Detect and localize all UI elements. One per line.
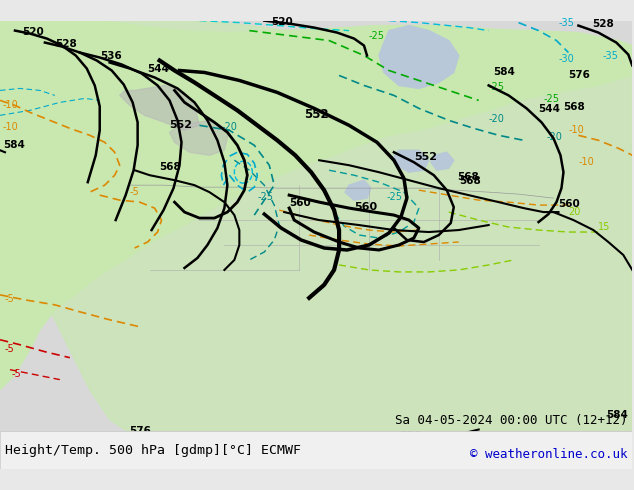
- Text: 584: 584: [494, 68, 515, 77]
- Text: -25: -25: [369, 30, 385, 41]
- Text: 576: 576: [129, 426, 152, 437]
- Text: -5: -5: [5, 294, 15, 304]
- Polygon shape: [120, 85, 200, 130]
- Text: 576: 576: [200, 449, 221, 460]
- Text: 576: 576: [569, 71, 590, 80]
- Text: -25: -25: [543, 95, 560, 104]
- Polygon shape: [345, 180, 371, 200]
- Text: 528: 528: [592, 19, 614, 28]
- Text: 584: 584: [569, 451, 590, 462]
- Text: 552: 552: [414, 152, 437, 162]
- Polygon shape: [0, 21, 632, 469]
- Text: 552: 552: [304, 108, 329, 122]
- Text: 20: 20: [569, 207, 581, 217]
- Text: -5: -5: [12, 368, 22, 379]
- Text: 560: 560: [354, 202, 377, 212]
- Polygon shape: [431, 152, 454, 170]
- Text: -5: -5: [129, 187, 139, 197]
- Text: 528: 528: [55, 39, 77, 49]
- Text: -35: -35: [602, 50, 618, 60]
- Text: -10: -10: [578, 157, 594, 167]
- Text: -10: -10: [569, 125, 584, 135]
- Text: 552: 552: [169, 121, 193, 130]
- Text: 584: 584: [598, 456, 620, 466]
- Polygon shape: [0, 21, 632, 469]
- Text: -10: -10: [3, 122, 19, 132]
- Text: 576: 576: [399, 432, 421, 441]
- Text: 584: 584: [606, 410, 628, 419]
- Text: 544: 544: [148, 65, 170, 74]
- Text: -35: -35: [559, 18, 574, 27]
- Text: 15: 15: [598, 222, 611, 232]
- Text: -25: -25: [489, 82, 505, 93]
- Text: 544: 544: [538, 104, 560, 114]
- Text: 568: 568: [456, 172, 479, 182]
- Text: 568: 568: [459, 176, 481, 186]
- Text: 536: 536: [100, 50, 122, 60]
- Polygon shape: [379, 25, 459, 88]
- Text: 576: 576: [384, 434, 406, 443]
- Polygon shape: [169, 121, 230, 155]
- Text: 584: 584: [3, 140, 25, 150]
- Polygon shape: [394, 150, 429, 172]
- Text: -25: -25: [387, 192, 403, 202]
- Polygon shape: [0, 21, 632, 390]
- Text: -25: -25: [257, 192, 273, 202]
- Bar: [0, 432, 632, 469]
- Text: 520: 520: [22, 26, 44, 37]
- Text: Height/Temp. 500 hPa [gdmp][°C] ECMWF: Height/Temp. 500 hPa [gdmp][°C] ECMWF: [5, 444, 301, 457]
- Text: 568: 568: [160, 162, 181, 172]
- Text: 560: 560: [289, 198, 311, 208]
- Text: -20: -20: [547, 132, 562, 142]
- Text: -20: -20: [221, 122, 237, 132]
- Text: © weatheronline.co.uk: © weatheronline.co.uk: [470, 448, 627, 461]
- Text: 560: 560: [559, 199, 580, 209]
- Text: -20: -20: [489, 114, 505, 124]
- Text: -5: -5: [5, 343, 15, 354]
- Text: 520: 520: [271, 17, 293, 26]
- Text: 588: 588: [369, 446, 391, 456]
- Text: Sa 04-05-2024 00:00 UTC (12+12): Sa 04-05-2024 00:00 UTC (12+12): [395, 414, 627, 427]
- Text: 568: 568: [564, 102, 585, 112]
- Text: -30: -30: [559, 54, 574, 65]
- Text: -10: -10: [3, 100, 19, 110]
